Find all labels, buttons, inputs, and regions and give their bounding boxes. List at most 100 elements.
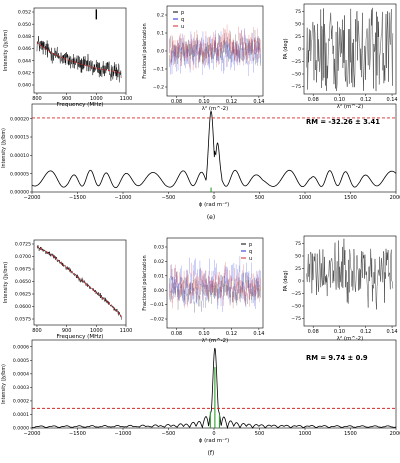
y-axis-label: PA (deg): [283, 38, 289, 59]
y-tick-label: 0.01: [154, 273, 164, 279]
x-tick-label: 0.08: [308, 329, 319, 335]
y-tick-label: 0.0725: [15, 242, 31, 248]
y-axis-label: Fractional polarization: [142, 23, 148, 78]
legend: pqu: [173, 10, 184, 30]
y-tick-label: 0: [298, 47, 301, 53]
spectrum-line: [36, 245, 122, 320]
x-tick-label: −2000: [24, 431, 41, 437]
y-tick-label: 25: [295, 34, 301, 40]
y-tick-label: 0: [298, 279, 301, 285]
y-tick-label: −75: [291, 84, 301, 90]
y-tick-label: −0.1: [153, 67, 164, 73]
y-tick-label: −75: [291, 316, 301, 322]
y-tick-label: 75: [295, 9, 301, 15]
y-tick-label: −25: [291, 59, 301, 65]
faraday-plot: RM = -32.26 ± 3.41 −2000 −1500 −1000 −500 0 50…: [1, 103, 400, 208]
x-tick-label: 500: [255, 195, 265, 201]
spectrum-model-line: [36, 42, 122, 74]
y-tick-label: 25: [295, 266, 301, 272]
y-tick-label: 0.0: [157, 49, 164, 55]
x-tick-label: −1000: [115, 195, 132, 201]
y-tick-label: 0.02: [154, 259, 164, 265]
y-axis-label: Fractional polarization: [142, 255, 148, 310]
x-axis-label: λ² (m^-2): [337, 103, 363, 110]
angle-frame: [303, 235, 397, 327]
x-tick-label: 0.12: [360, 97, 371, 103]
x-tick-label: 0.12: [226, 331, 237, 337]
x-tick-label: 0.14: [386, 97, 397, 103]
y-tick-label: 0.0575: [15, 317, 31, 323]
x-tick-label: 1000: [90, 328, 103, 334]
x-tick-label: 1000: [299, 431, 312, 437]
legend-label: u: [249, 256, 252, 262]
x-tick-label: 800: [32, 96, 42, 102]
y-tick-label: 0.0675: [15, 267, 31, 273]
spectrum-plot: 800 900 1000 1100 0.0575 0.0600 0.0625 0.0650 0.…: [3, 239, 133, 340]
spectrum-frame: [33, 7, 127, 94]
y-tick-label: 0.00015: [10, 135, 29, 141]
y-tick-label: 0.0600: [15, 304, 31, 310]
y-tick-label: 0.0700: [15, 254, 31, 260]
x-axis-label: Frequency (MHz): [56, 334, 103, 340]
x-tick-label: −500: [162, 431, 176, 437]
y-tick-label: −0.02: [150, 317, 164, 323]
x-tick-label: −1500: [69, 195, 86, 201]
y-tick-label: 0.0005: [13, 358, 29, 364]
x-tick-label: 0.12: [360, 329, 371, 335]
y-tick-label: 0.00010: [10, 153, 29, 159]
spectrum-line: [36, 35, 122, 83]
spectrum-plot: 800 900 1000 1100 0.040 0.042 0.044 0.046 0.048 0…: [3, 7, 133, 108]
legend: pqu: [241, 242, 252, 262]
y-tick-label: 0.0006: [13, 344, 29, 350]
series-u: [169, 24, 261, 71]
y-tick-label: 0.0001: [13, 412, 29, 418]
x-tick-label: 1500: [344, 195, 357, 201]
x-tick-label: 1000: [90, 96, 103, 102]
y-tick-label: 0.1: [157, 31, 164, 37]
y-tick-label: −0.01: [150, 302, 164, 308]
x-tick-label: −500: [162, 195, 176, 201]
panel-e: 800 900 1000 1100 0.040 0.042 0.044 0.046 0.048 0…: [1, 3, 400, 221]
x-tick-label: 500: [255, 431, 265, 437]
x-tick-label: 0.08: [308, 97, 319, 103]
y-tick-label: 0.052: [18, 10, 31, 16]
legend-label: u: [181, 24, 184, 30]
y-axis-label: Intensity (Jy/bm): [1, 128, 7, 168]
x-tick-label: 0.14: [253, 99, 264, 105]
legend-label: p: [181, 10, 184, 16]
x-tick-label: 1000: [299, 195, 312, 201]
x-axis-label: Frequency (MHz): [56, 102, 103, 108]
x-tick-label: −1500: [69, 431, 86, 437]
panel-caption: (f): [208, 450, 215, 457]
y-tick-label: 50: [295, 254, 301, 260]
x-tick-label: 0: [212, 195, 215, 201]
x-tick-label: 900: [62, 96, 72, 102]
y-tick-label: 0.044: [18, 58, 31, 64]
x-tick-label: 1500: [344, 431, 357, 437]
y-axis-label: Intensity (Jy/bm): [3, 30, 9, 71]
x-axis-label: λ² (m^-2): [202, 337, 228, 344]
y-tick-label: 0.2: [157, 13, 164, 19]
angle-line: [306, 238, 394, 310]
x-tick-label: 0.08: [171, 99, 182, 105]
polarization-frame: [166, 237, 264, 329]
x-tick-label: 1100: [120, 328, 133, 334]
x-tick-label: 0: [212, 431, 215, 437]
x-tick-label: 1100: [120, 96, 133, 102]
rm-label: RM = -32.26 ± 3.41: [306, 118, 380, 126]
angle-plot: 0.08 0.10 0.12 0.14 75 50 25 0 −25 −50 −75 λ² (m^-2…: [283, 3, 398, 110]
x-tick-label: 0.10: [198, 99, 209, 105]
y-tick-label: 0.048: [18, 34, 31, 40]
spectrum-frame: [33, 239, 127, 326]
y-tick-label: 0.042: [18, 70, 31, 76]
x-axis-label: λ² (m^-2): [202, 105, 228, 112]
rm-label: RM = 9.74 ± 0.9: [306, 354, 368, 362]
y-tick-label: −25: [291, 291, 301, 297]
x-tick-label: 2000: [390, 195, 400, 201]
y-tick-label: 50: [295, 22, 301, 28]
y-tick-label: 0.0003: [13, 385, 29, 391]
faraday-curve: [31, 110, 397, 189]
legend-label: p: [249, 242, 252, 248]
angle-plot: 0.08 0.10 0.12 0.14 75 50 25 0 −25 −50 −75 λ² (m^-2…: [283, 235, 398, 342]
y-tick-label: −50: [291, 304, 301, 310]
